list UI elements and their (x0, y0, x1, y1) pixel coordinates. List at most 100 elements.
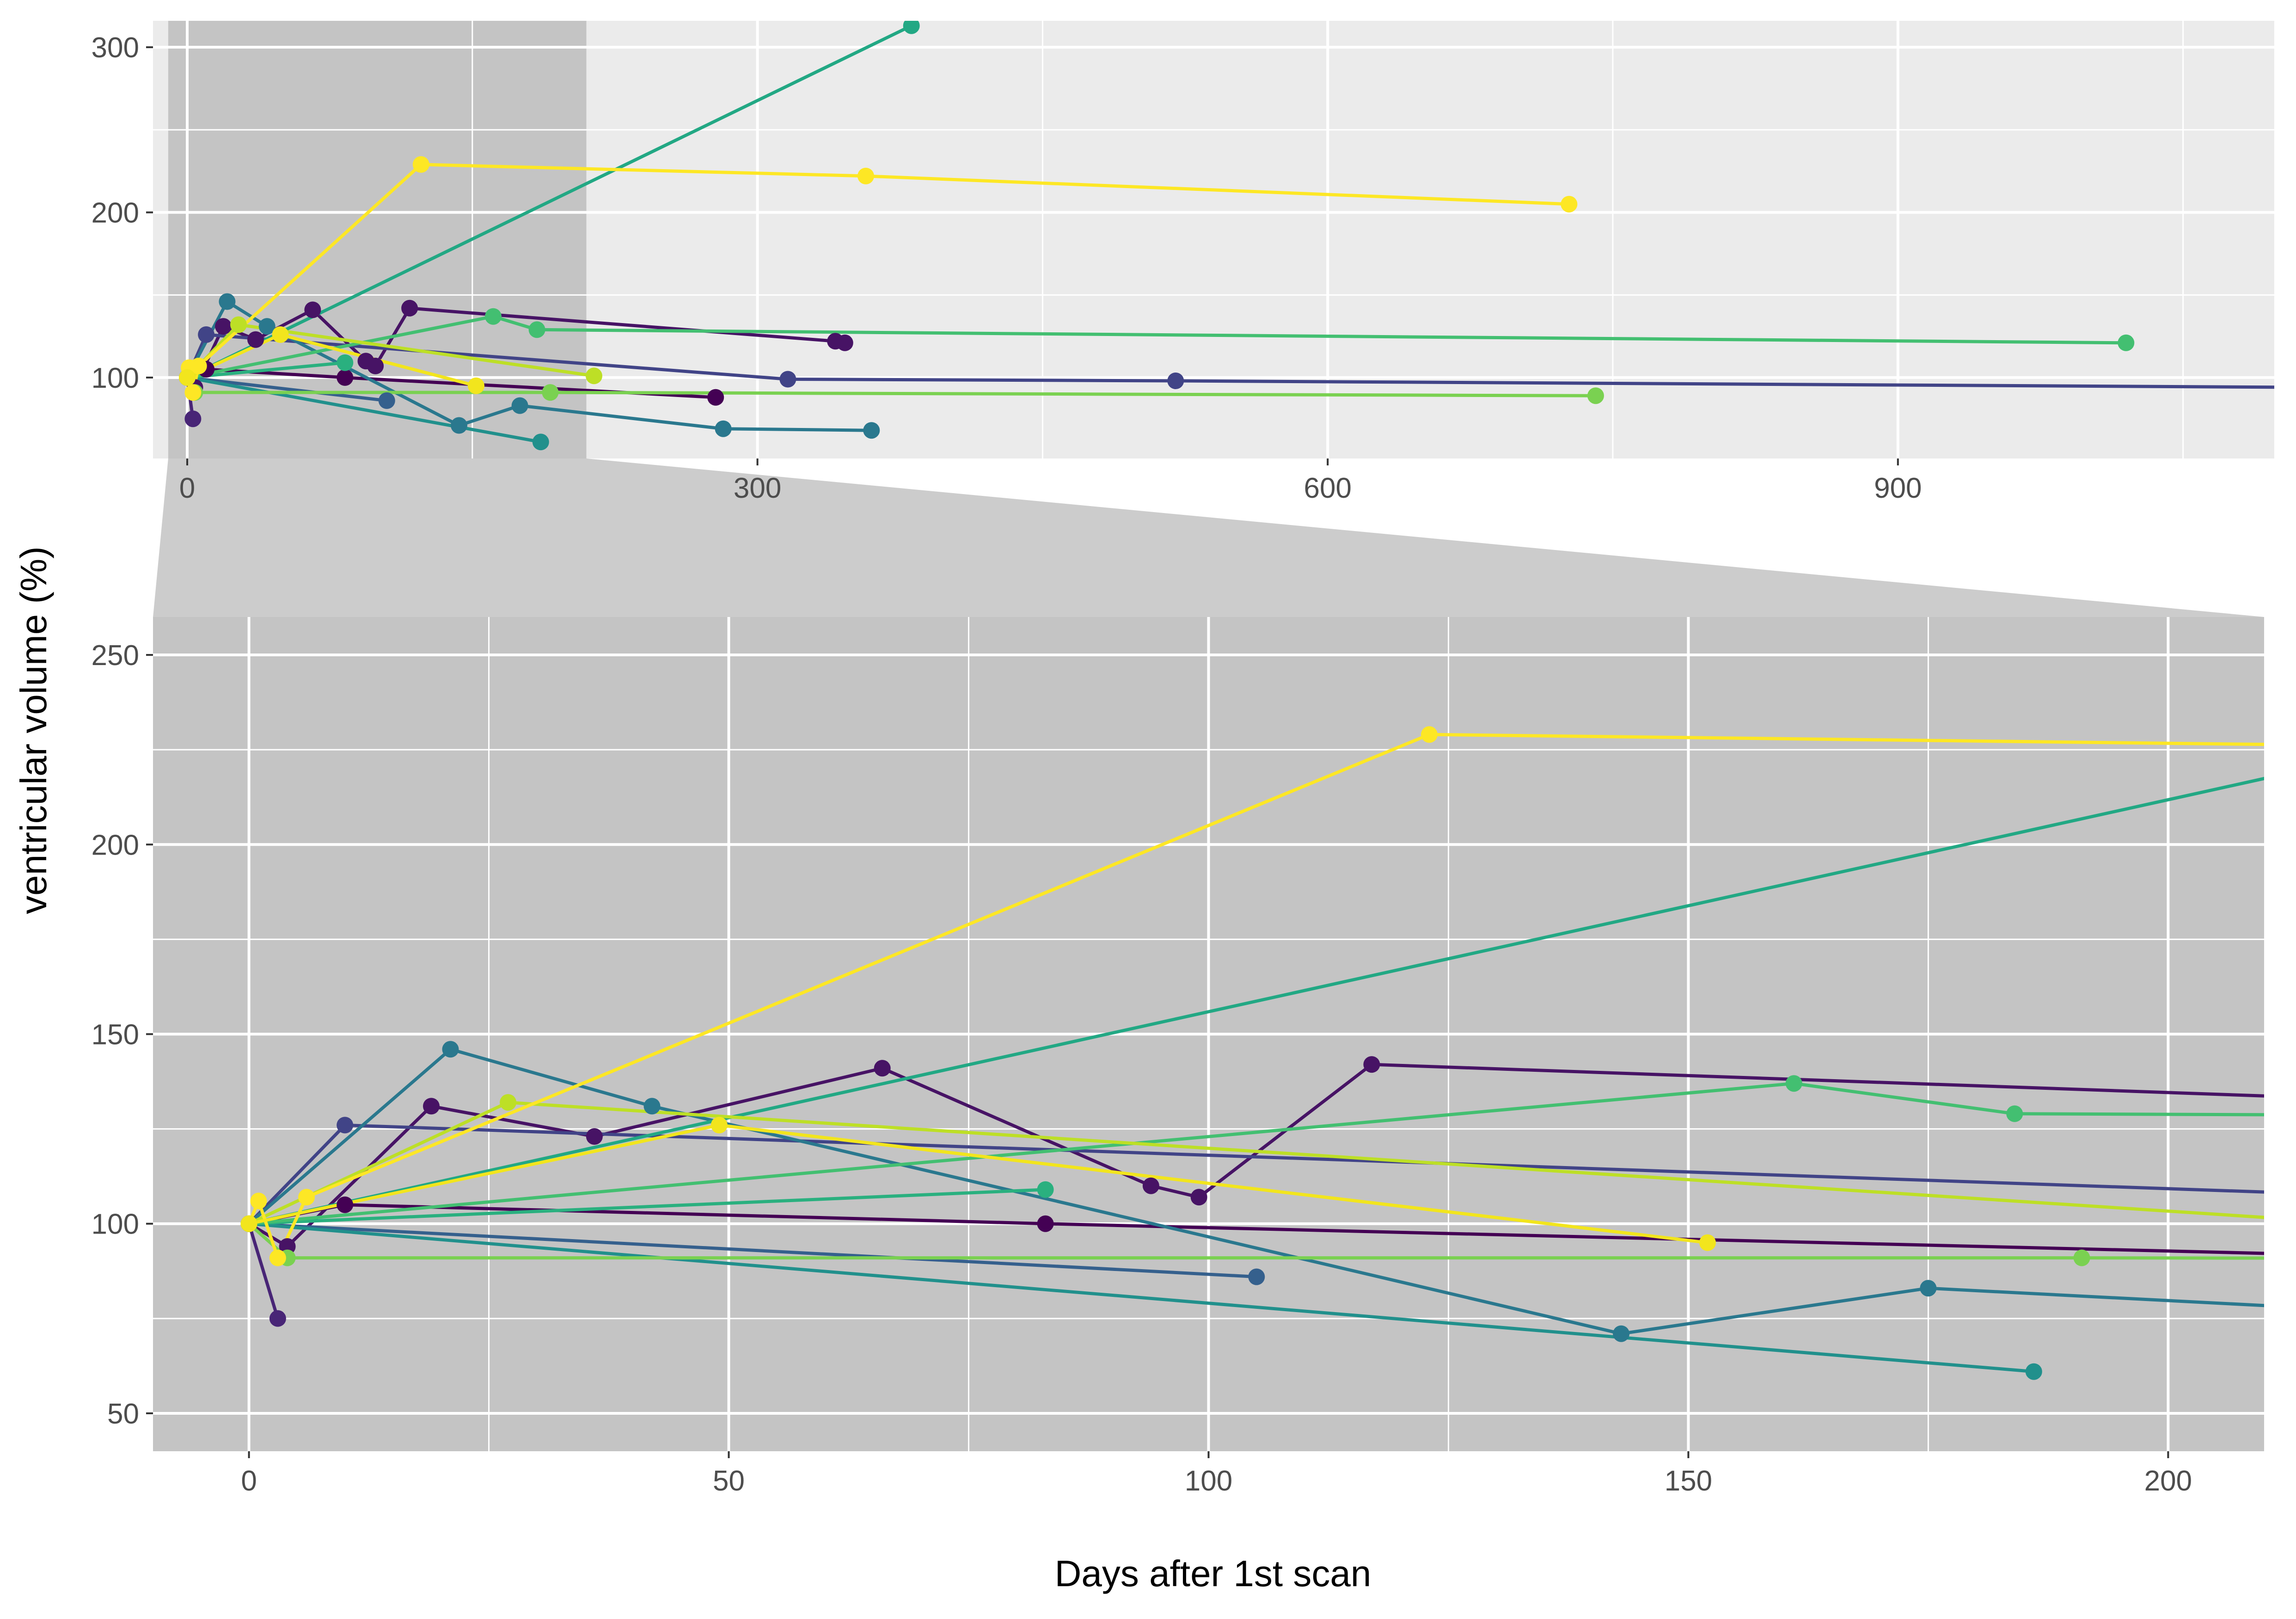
zoom-y-tick-label: 150 (92, 1019, 139, 1051)
zoom-y-tick-label: 50 (107, 1398, 139, 1430)
zoom-y-tick-label: 100 (92, 1209, 139, 1240)
zoom-series-point-0 (1037, 1215, 1054, 1232)
zoom-series-point-13 (1699, 1234, 1716, 1251)
zoom-series-point-12 (250, 1192, 267, 1210)
zoom-series-line-3 (248, 1123, 2264, 1225)
overview-series-point-10 (1587, 387, 1604, 404)
overview-series-point-12 (412, 156, 429, 173)
overview-series-point-13 (468, 377, 484, 394)
overview-series-point-1 (215, 318, 232, 335)
overview-series-point-10 (542, 384, 559, 401)
overview-series-point-1 (401, 299, 418, 317)
zoom-series-line-6 (249, 1222, 2034, 1374)
overview-series-point-9 (2118, 334, 2135, 351)
overview-series-point-12 (857, 167, 874, 184)
overview-series-point-3 (1167, 373, 1184, 389)
zoom-series-point-5 (643, 1098, 661, 1115)
zoom-series-line-8 (249, 1188, 1046, 1226)
zoom-series-line-9 (249, 1081, 2264, 1226)
overview-series-line-4 (187, 376, 387, 403)
overview-y-tick-label: 300 (92, 32, 139, 64)
overview-series-point-8 (337, 354, 354, 371)
zoom-panel: 0 50 100 150 200 50 100 150 200 250 (92, 617, 2296, 1497)
zoom-series-group (240, 726, 2296, 1380)
overview-x-tick-label: 300 (734, 472, 781, 504)
overview-series-point-3 (198, 326, 215, 343)
zoom-series-point-1 (1190, 1189, 1207, 1206)
zoom-y-tick-label: 200 (92, 829, 139, 861)
zoom-series-point-9 (2006, 1105, 2023, 1122)
overview-series-point-0 (707, 389, 724, 406)
overview-series-point-3 (779, 371, 796, 388)
overview-series-point-5 (863, 422, 880, 439)
overview-series-point-9 (485, 308, 502, 325)
zoom-series-point-13 (710, 1117, 728, 1134)
zoom-series-point-3 (337, 1117, 354, 1134)
overview-panel: 0 300 600 900 100 200 300 (92, 21, 2274, 504)
zoom-series-line-10 (248, 1222, 2264, 1260)
overview-series-point-12 (184, 384, 202, 401)
overview-y-tick-label: 100 (92, 362, 139, 394)
overview-series-group (179, 21, 2274, 451)
overview-series-point-2 (184, 410, 202, 428)
overview-series-point-4 (378, 392, 395, 409)
zoom-series-point-12 (1421, 726, 1438, 743)
x-axis-title: Days after 1st scan (1055, 1553, 1371, 1594)
overview-x-tick-label: 0 (179, 472, 195, 504)
overview-series-point-7 (903, 21, 920, 34)
zoom-series-point-13 (240, 1215, 257, 1232)
overview-series-line-6 (187, 376, 541, 444)
overview-series-point-0 (337, 369, 354, 386)
zoom-series-point-12 (269, 1249, 286, 1266)
zoom-x-tick-label: 50 (713, 1465, 745, 1497)
overview-series-line-9 (187, 315, 2126, 379)
overview-series-point-6 (532, 434, 549, 451)
zoom-series-point-4 (1248, 1268, 1265, 1285)
overview-series-point-12 (1561, 196, 1578, 213)
y-axis-title: ventricular volume (%) (13, 546, 54, 914)
zoom-series-point-5 (442, 1041, 459, 1058)
overview-series-point-1 (247, 331, 264, 348)
zoom-connector-layer (153, 458, 2264, 617)
zoom-series-point-10 (2073, 1249, 2090, 1266)
zoom-series-point-1 (1142, 1177, 1159, 1194)
zoom-series-point-6 (2025, 1363, 2042, 1380)
overview-series-point-11 (586, 367, 602, 385)
overview-series-point-12 (190, 357, 207, 374)
overview-series-point-5 (715, 420, 732, 437)
zoom-y-tick-label: 250 (92, 640, 139, 672)
zoom-series-point-1 (586, 1128, 603, 1145)
overview-y-tick-label: 200 (92, 197, 139, 229)
zoom-series-line-7 (248, 776, 2264, 1226)
zoom-x-tick-label: 0 (241, 1465, 257, 1497)
overview-series-point-1 (836, 334, 853, 351)
zoom-series-point-2 (269, 1310, 286, 1327)
overview-x-tick-label: 900 (1874, 472, 1922, 504)
zoom-series-point-11 (500, 1094, 517, 1111)
zoom-series-point-12 (298, 1189, 315, 1206)
zoom-series-point-5 (1613, 1325, 1630, 1342)
overview-series-point-11 (230, 316, 247, 333)
overview-series-point-1 (304, 301, 321, 318)
overview-series-point-13 (179, 369, 196, 386)
zoom-series-point-0 (337, 1196, 354, 1213)
overview-series-point-5 (451, 417, 467, 434)
overview-series-point-5 (219, 293, 236, 310)
overview-series-point-13 (272, 326, 289, 343)
zoom-series-line-4 (249, 1222, 1257, 1279)
zoom-series-point-11 (2294, 1212, 2296, 1228)
overview-x-tick-label: 600 (1304, 472, 1351, 504)
overview-series-point-5 (258, 318, 276, 335)
zoom-series-point-5 (1920, 1280, 1937, 1297)
zoom-x-tick-label: 100 (1185, 1465, 1232, 1497)
zoom-series-point-1 (1363, 1056, 1380, 1073)
overview-series-point-1 (367, 357, 384, 374)
zoom-series-point-8 (1037, 1181, 1054, 1198)
overview-series-point-9 (528, 321, 545, 338)
zoom-x-tick-label: 150 (1665, 1465, 1712, 1497)
zoom-series-line-2 (247, 1223, 280, 1319)
zoom-series-point-1 (423, 1098, 440, 1115)
zoom-series-point-1 (874, 1060, 891, 1077)
